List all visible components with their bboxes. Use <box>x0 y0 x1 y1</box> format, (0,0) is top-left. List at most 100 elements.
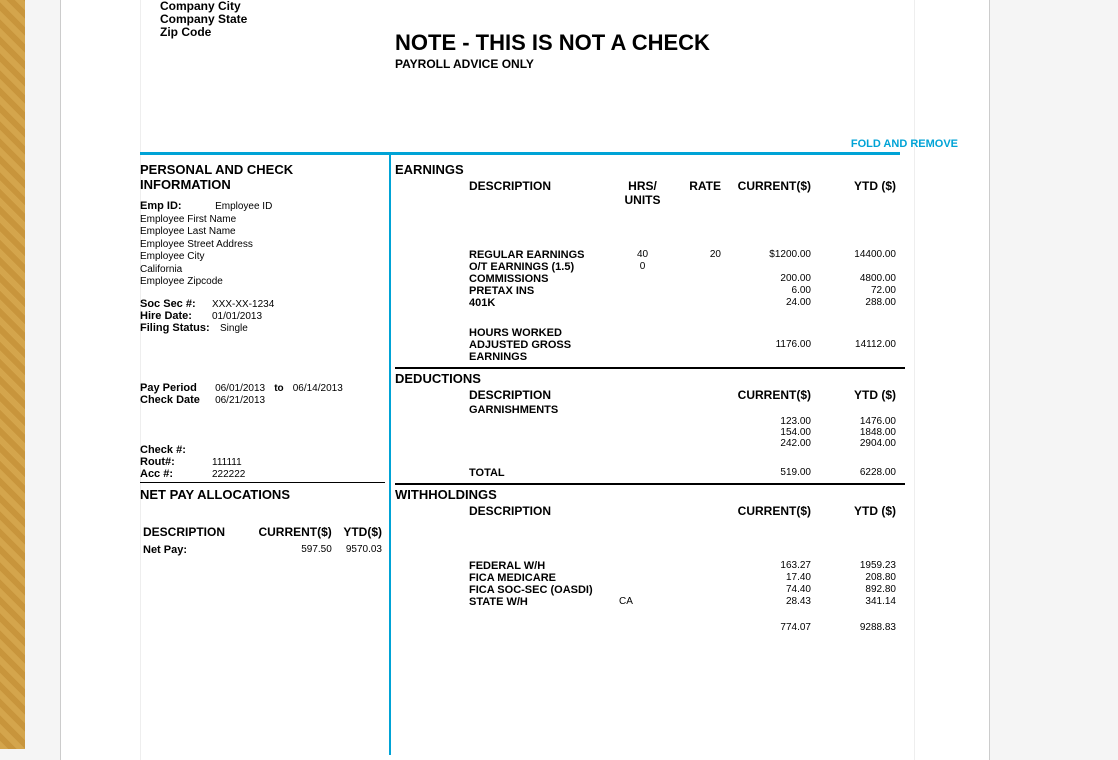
employee-id: Employee ID <box>215 201 272 212</box>
earn-ytd: 288.00 <box>815 297 900 309</box>
pay-from: 06/01/2013 <box>215 383 265 394</box>
adj-gross-label: ADJUSTED GROSS EARNINGS <box>465 339 615 363</box>
adj-gross-current: 1176.00 <box>725 339 815 363</box>
wh-ytd: 1959.23 <box>815 560 900 572</box>
npa-row-ytd: 9570.03 <box>335 542 383 557</box>
wh-current: 74.40 <box>725 584 815 596</box>
wh-ytd: 892.80 <box>815 584 900 596</box>
hire-value: 01/01/2013 <box>212 311 262 322</box>
ded-current: 242.00 <box>725 438 815 449</box>
ded-ytd <box>815 404 900 416</box>
wh-col-ytd: YTD ($) <box>815 502 900 520</box>
vertical-divider <box>389 155 391 755</box>
earn-ytd <box>815 261 900 273</box>
earn-col-desc: DESCRIPTION <box>465 177 615 209</box>
wh-ytd: 208.80 <box>815 572 900 584</box>
rout-label: Rout#: <box>140 456 212 468</box>
ded-col-current: CURRENT($) <box>725 386 815 404</box>
earnings-table: DESCRIPTION HRS/ UNITS RATE CURRENT($) Y… <box>395 177 900 363</box>
table-row: 123.00 1476.00 <box>395 416 900 427</box>
table-row: REGULAR EARNINGS 40 20 $1200.00 14400.00 <box>395 249 900 261</box>
earn-desc: O/T EARNINGS (1.5) <box>465 261 615 273</box>
check-date-value: 06/21/2013 <box>215 395 265 406</box>
npa-col-desc: DESCRIPTION <box>142 524 242 540</box>
top-divider <box>140 152 900 155</box>
earn-current: 6.00 <box>725 285 815 297</box>
npa-row-label: Net Pay: <box>142 542 242 557</box>
wh-desc: FICA SOC-SEC (OASDI) <box>465 584 615 596</box>
ded-total-ytd: 6228.00 <box>815 467 900 479</box>
personal-heading: PERSONAL AND CHECK INFORMATION <box>140 162 385 192</box>
check-date-label: Check Date <box>140 394 212 406</box>
wh-extra <box>615 584 725 596</box>
employee-state: California <box>140 264 182 275</box>
divider <box>395 483 905 485</box>
divider <box>140 482 385 483</box>
acc-value: 222222 <box>212 469 245 480</box>
company-state: Company State <box>160 13 900 26</box>
earn-current: 200.00 <box>725 273 815 285</box>
npa-col-current: CURRENT($) <box>244 524 333 540</box>
adj-gross-ytd: 14112.00 <box>815 339 900 363</box>
wh-desc: FICA MEDICARE <box>465 572 615 584</box>
table-row: 774.07 9288.83 <box>395 622 900 633</box>
earn-rate <box>670 297 725 309</box>
earn-hrs: 0 <box>615 261 670 273</box>
filing-label: Filing Status: <box>140 322 220 334</box>
wh-extra <box>615 560 725 572</box>
ded-total-current: 519.00 <box>725 467 815 479</box>
pay-to: 06/14/2013 <box>293 383 343 394</box>
earn-rate <box>670 285 725 297</box>
npa-row-current: 597.50 <box>244 542 333 557</box>
personal-info-section: PERSONAL AND CHECK INFORMATION Emp ID: E… <box>140 162 385 559</box>
wh-col-current: CURRENT($) <box>725 502 815 520</box>
deductions-heading: DEDUCTIONS <box>395 371 900 386</box>
wh-col-desc: DESCRIPTION <box>465 502 615 520</box>
ded-desc <box>465 438 725 449</box>
ded-col-desc: DESCRIPTION <box>465 386 725 404</box>
ded-desc: GARNISHMENTS <box>465 404 725 416</box>
fold-label: FOLD AND REMOVE <box>851 138 958 150</box>
npa-table: DESCRIPTION CURRENT($) YTD($) Net Pay: 5… <box>140 522 385 559</box>
table-row: FEDERAL W/H 163.27 1959.23 <box>395 560 900 572</box>
pay-to-sep: to <box>274 383 283 394</box>
employee-street: Employee Street Address <box>140 239 253 250</box>
employee-details: Employee ID Employee First Name Employee… <box>140 201 272 287</box>
table-row: 154.00 1848.00 <box>395 427 900 438</box>
withholdings-table: DESCRIPTION CURRENT($) YTD ($) FEDERAL W… <box>395 502 900 633</box>
ded-col-ytd: YTD ($) <box>815 386 900 404</box>
earn-hrs <box>615 285 670 297</box>
earn-ytd: 14400.00 <box>815 249 900 261</box>
note-subtitle: PAYROLL ADVICE ONLY <box>395 57 710 71</box>
right-sections: EARNINGS DESCRIPTION HRS/ UNITS RATE CUR… <box>395 162 900 633</box>
table-row: GARNISHMENTS <box>395 404 900 416</box>
table-row: 242.00 2904.00 <box>395 438 900 449</box>
wh-desc: FEDERAL W/H <box>465 560 615 572</box>
ded-ytd: 1476.00 <box>815 416 900 427</box>
withholdings-heading: WITHHOLDINGS <box>395 487 900 502</box>
wh-current: 163.27 <box>725 560 815 572</box>
wh-extra <box>615 572 725 584</box>
earn-desc: PRETAX INS <box>465 285 615 297</box>
table-row: DESCRIPTION CURRENT($) YTD($) <box>142 524 383 540</box>
table-row: HOURS WORKED <box>395 327 900 339</box>
wh-current: 28.43 <box>725 596 815 608</box>
deductions-table: DESCRIPTION CURRENT($) YTD ($) GARNISHME… <box>395 386 900 479</box>
table-row: Net Pay: 597.50 9570.03 <box>142 542 383 557</box>
filing-value: Single <box>220 323 248 334</box>
ded-desc <box>465 416 725 427</box>
divider <box>395 367 905 369</box>
table-row: ADJUSTED GROSS EARNINGS 1176.00 14112.00 <box>395 339 900 363</box>
table-row: DESCRIPTION HRS/ UNITS RATE CURRENT($) Y… <box>395 177 900 209</box>
employee-zip: Employee Zipcode <box>140 276 223 287</box>
ded-current: 123.00 <box>725 416 815 427</box>
npa-col-ytd: YTD($) <box>335 524 383 540</box>
earn-col-ytd: YTD ($) <box>815 177 900 209</box>
table-row: COMMISSIONS 200.00 4800.00 <box>395 273 900 285</box>
earn-rate: 20 <box>670 249 725 261</box>
earn-ytd: 4800.00 <box>815 273 900 285</box>
table-row: PRETAX INS 6.00 72.00 <box>395 285 900 297</box>
earn-col-current: CURRENT($) <box>725 177 815 209</box>
pay-period-label: Pay Period <box>140 382 212 394</box>
ded-ytd: 2904.00 <box>815 438 900 449</box>
